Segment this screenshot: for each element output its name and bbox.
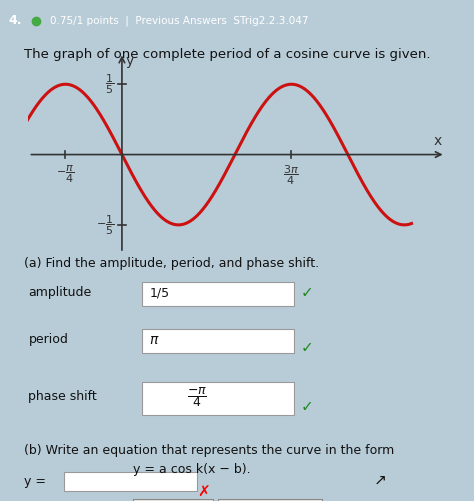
Text: phase shift: phase shift: [28, 390, 97, 403]
Text: ↙: ↙: [370, 471, 383, 486]
FancyBboxPatch shape: [142, 282, 294, 306]
Text: The graph of one complete period of a cosine curve is given.: The graph of one complete period of a co…: [24, 48, 430, 61]
Text: $-\dfrac{1}{5}$: $-\dfrac{1}{5}$: [96, 213, 114, 236]
Text: ✓: ✓: [301, 340, 314, 355]
Text: amplitude: amplitude: [28, 286, 91, 299]
Text: 1/5: 1/5: [149, 286, 169, 299]
Text: 0.75/1 points  |  Previous Answers  STrig2.2.3.047: 0.75/1 points | Previous Answers STrig2.…: [50, 16, 308, 26]
FancyBboxPatch shape: [133, 498, 213, 501]
Text: (a) Find the amplitude, period, and phase shift.: (a) Find the amplitude, period, and phas…: [24, 257, 319, 270]
Text: $\dfrac{-\pi}{4}$: $\dfrac{-\pi}{4}$: [187, 385, 207, 409]
Text: y: y: [126, 55, 134, 68]
FancyBboxPatch shape: [64, 472, 197, 491]
Text: $\dfrac{1}{5}$: $\dfrac{1}{5}$: [105, 73, 114, 96]
Text: x: x: [434, 134, 442, 148]
FancyBboxPatch shape: [142, 329, 294, 353]
Text: ✓: ✓: [301, 399, 314, 414]
FancyBboxPatch shape: [142, 382, 294, 415]
FancyBboxPatch shape: [218, 498, 322, 501]
Text: (b) Write an equation that represents the curve in the form: (b) Write an equation that represents th…: [24, 444, 394, 457]
Text: period: period: [28, 333, 68, 346]
Text: ✗: ✗: [197, 485, 210, 500]
Text: $\dfrac{3\pi}{4}$: $\dfrac{3\pi}{4}$: [283, 163, 300, 187]
Text: 4.: 4.: [9, 14, 22, 27]
Text: ✓: ✓: [301, 285, 314, 300]
Text: y =: y =: [24, 474, 46, 487]
Text: y = a cos k(x − b).: y = a cos k(x − b).: [133, 462, 250, 475]
Text: $\pi$: $\pi$: [149, 333, 160, 347]
Text: $-\dfrac{\pi}{4}$: $-\dfrac{\pi}{4}$: [56, 163, 74, 185]
